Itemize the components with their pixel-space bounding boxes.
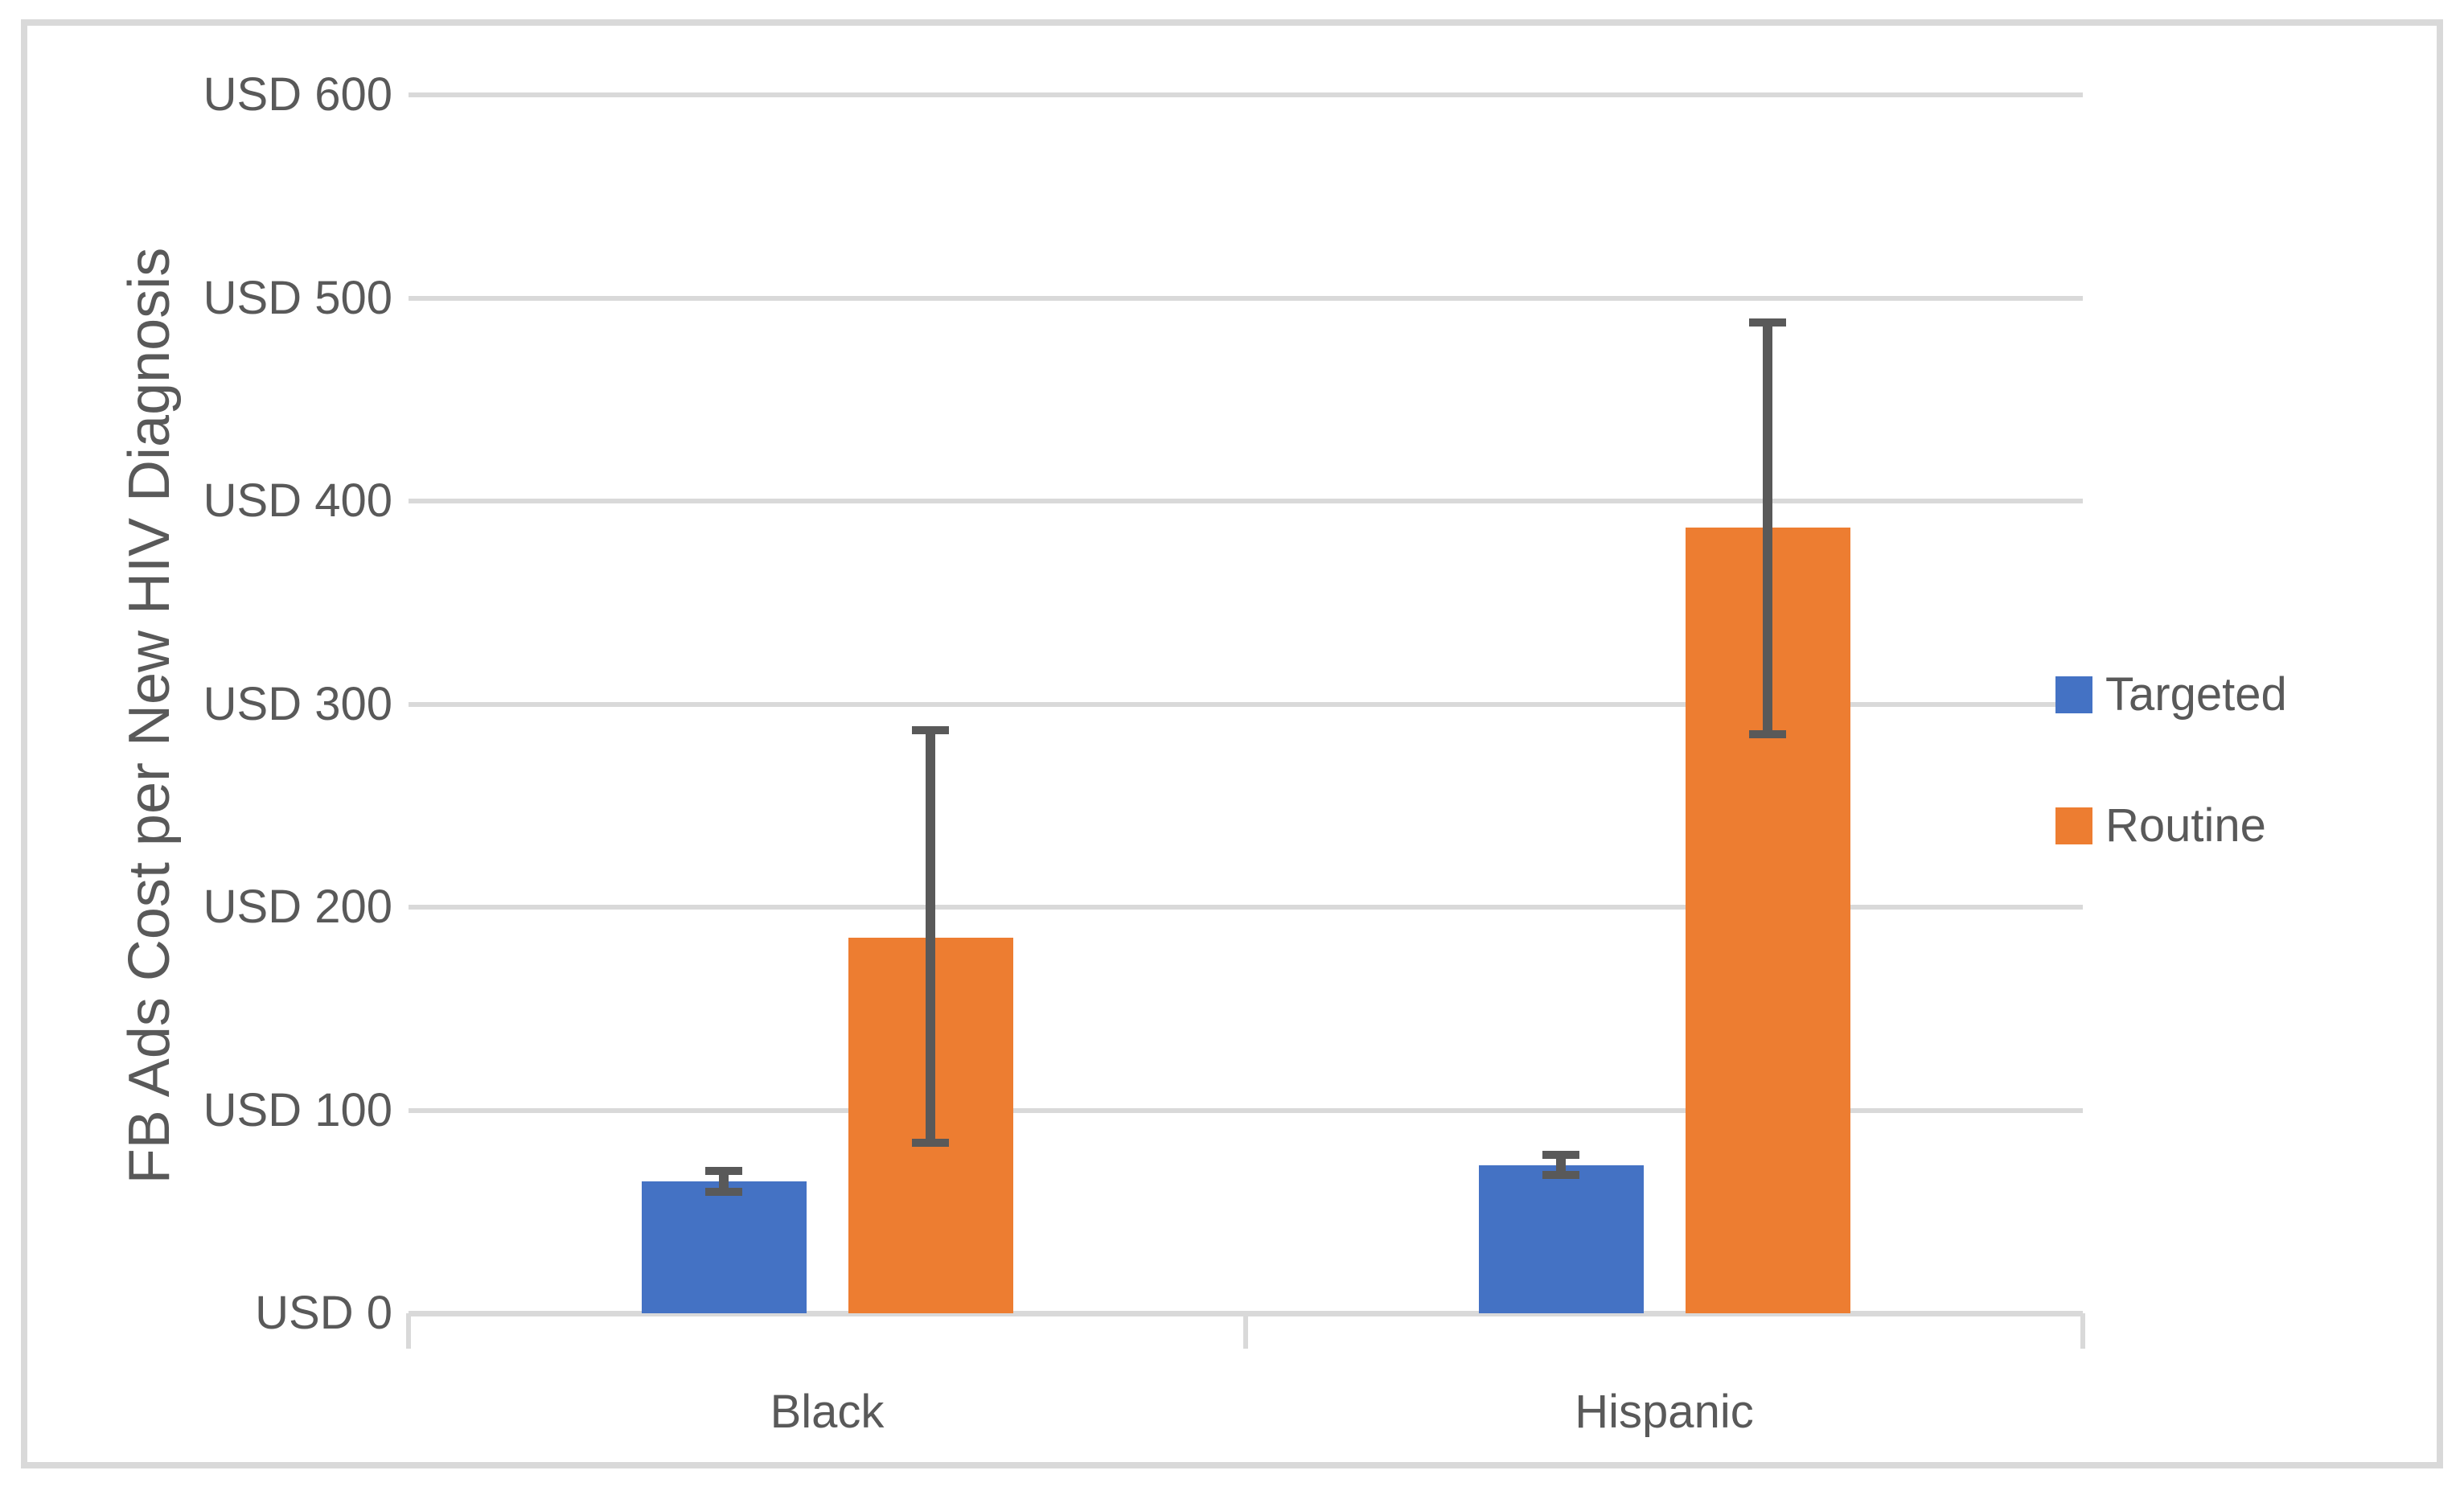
error-cap-low-hispanic-routine bbox=[1749, 730, 1786, 739]
error-cap-low-black-routine bbox=[912, 1138, 949, 1147]
legend-label-routine: Routine bbox=[2105, 799, 2266, 852]
x-axis-tick-0 bbox=[406, 1313, 411, 1349]
error-bar-black-targeted bbox=[719, 1171, 729, 1192]
chart-border bbox=[21, 19, 2443, 1468]
gridline-400 bbox=[409, 499, 2083, 503]
x-axis-tick-2 bbox=[2080, 1313, 2085, 1349]
gridline-200 bbox=[409, 905, 2083, 910]
error-cap-high-hispanic-targeted bbox=[1542, 1151, 1579, 1160]
category-label-black: Black bbox=[770, 1386, 885, 1438]
targeted-series-swatch-icon bbox=[2055, 676, 2092, 713]
error-cap-low-black-targeted bbox=[705, 1187, 742, 1196]
error-cap-high-black-targeted bbox=[705, 1167, 742, 1176]
error-bar-hispanic-routine bbox=[1763, 322, 1772, 735]
y-tick-label-400: USD 400 bbox=[203, 474, 392, 527]
legend: Targeted Routine bbox=[2055, 667, 2287, 930]
y-tick-label-0: USD 0 bbox=[255, 1287, 392, 1339]
error-cap-high-hispanic-routine bbox=[1749, 318, 1786, 327]
y-tick-label-300: USD 300 bbox=[203, 677, 392, 730]
bar-hispanic-targeted bbox=[1478, 1164, 1644, 1313]
gridline-500 bbox=[409, 295, 2083, 301]
bar-black-targeted bbox=[641, 1181, 807, 1313]
legend-item-routine: Routine bbox=[2055, 799, 2287, 852]
gridline-100 bbox=[409, 1107, 2083, 1113]
error-cap-low-hispanic-targeted bbox=[1542, 1171, 1579, 1180]
x-axis-tick-1 bbox=[1243, 1313, 1248, 1349]
legend-label-targeted: Targeted bbox=[2105, 668, 2287, 721]
error-cap-high-black-routine bbox=[912, 726, 949, 735]
error-bar-hispanic-targeted bbox=[1556, 1155, 1566, 1176]
category-label-hispanic: Hispanic bbox=[1575, 1386, 1754, 1438]
y-tick-label-600: USD 600 bbox=[203, 68, 392, 121]
error-bar-black-routine bbox=[926, 730, 935, 1143]
y-tick-label-100: USD 100 bbox=[203, 1083, 392, 1136]
routine-series-swatch-icon bbox=[2055, 807, 2092, 844]
legend-item-targeted: Targeted bbox=[2055, 667, 2287, 721]
gridline-600 bbox=[409, 92, 2083, 97]
y-tick-label-200: USD 200 bbox=[203, 881, 392, 933]
y-tick-label-500: USD 500 bbox=[203, 271, 392, 324]
gridline-300 bbox=[409, 701, 2083, 707]
